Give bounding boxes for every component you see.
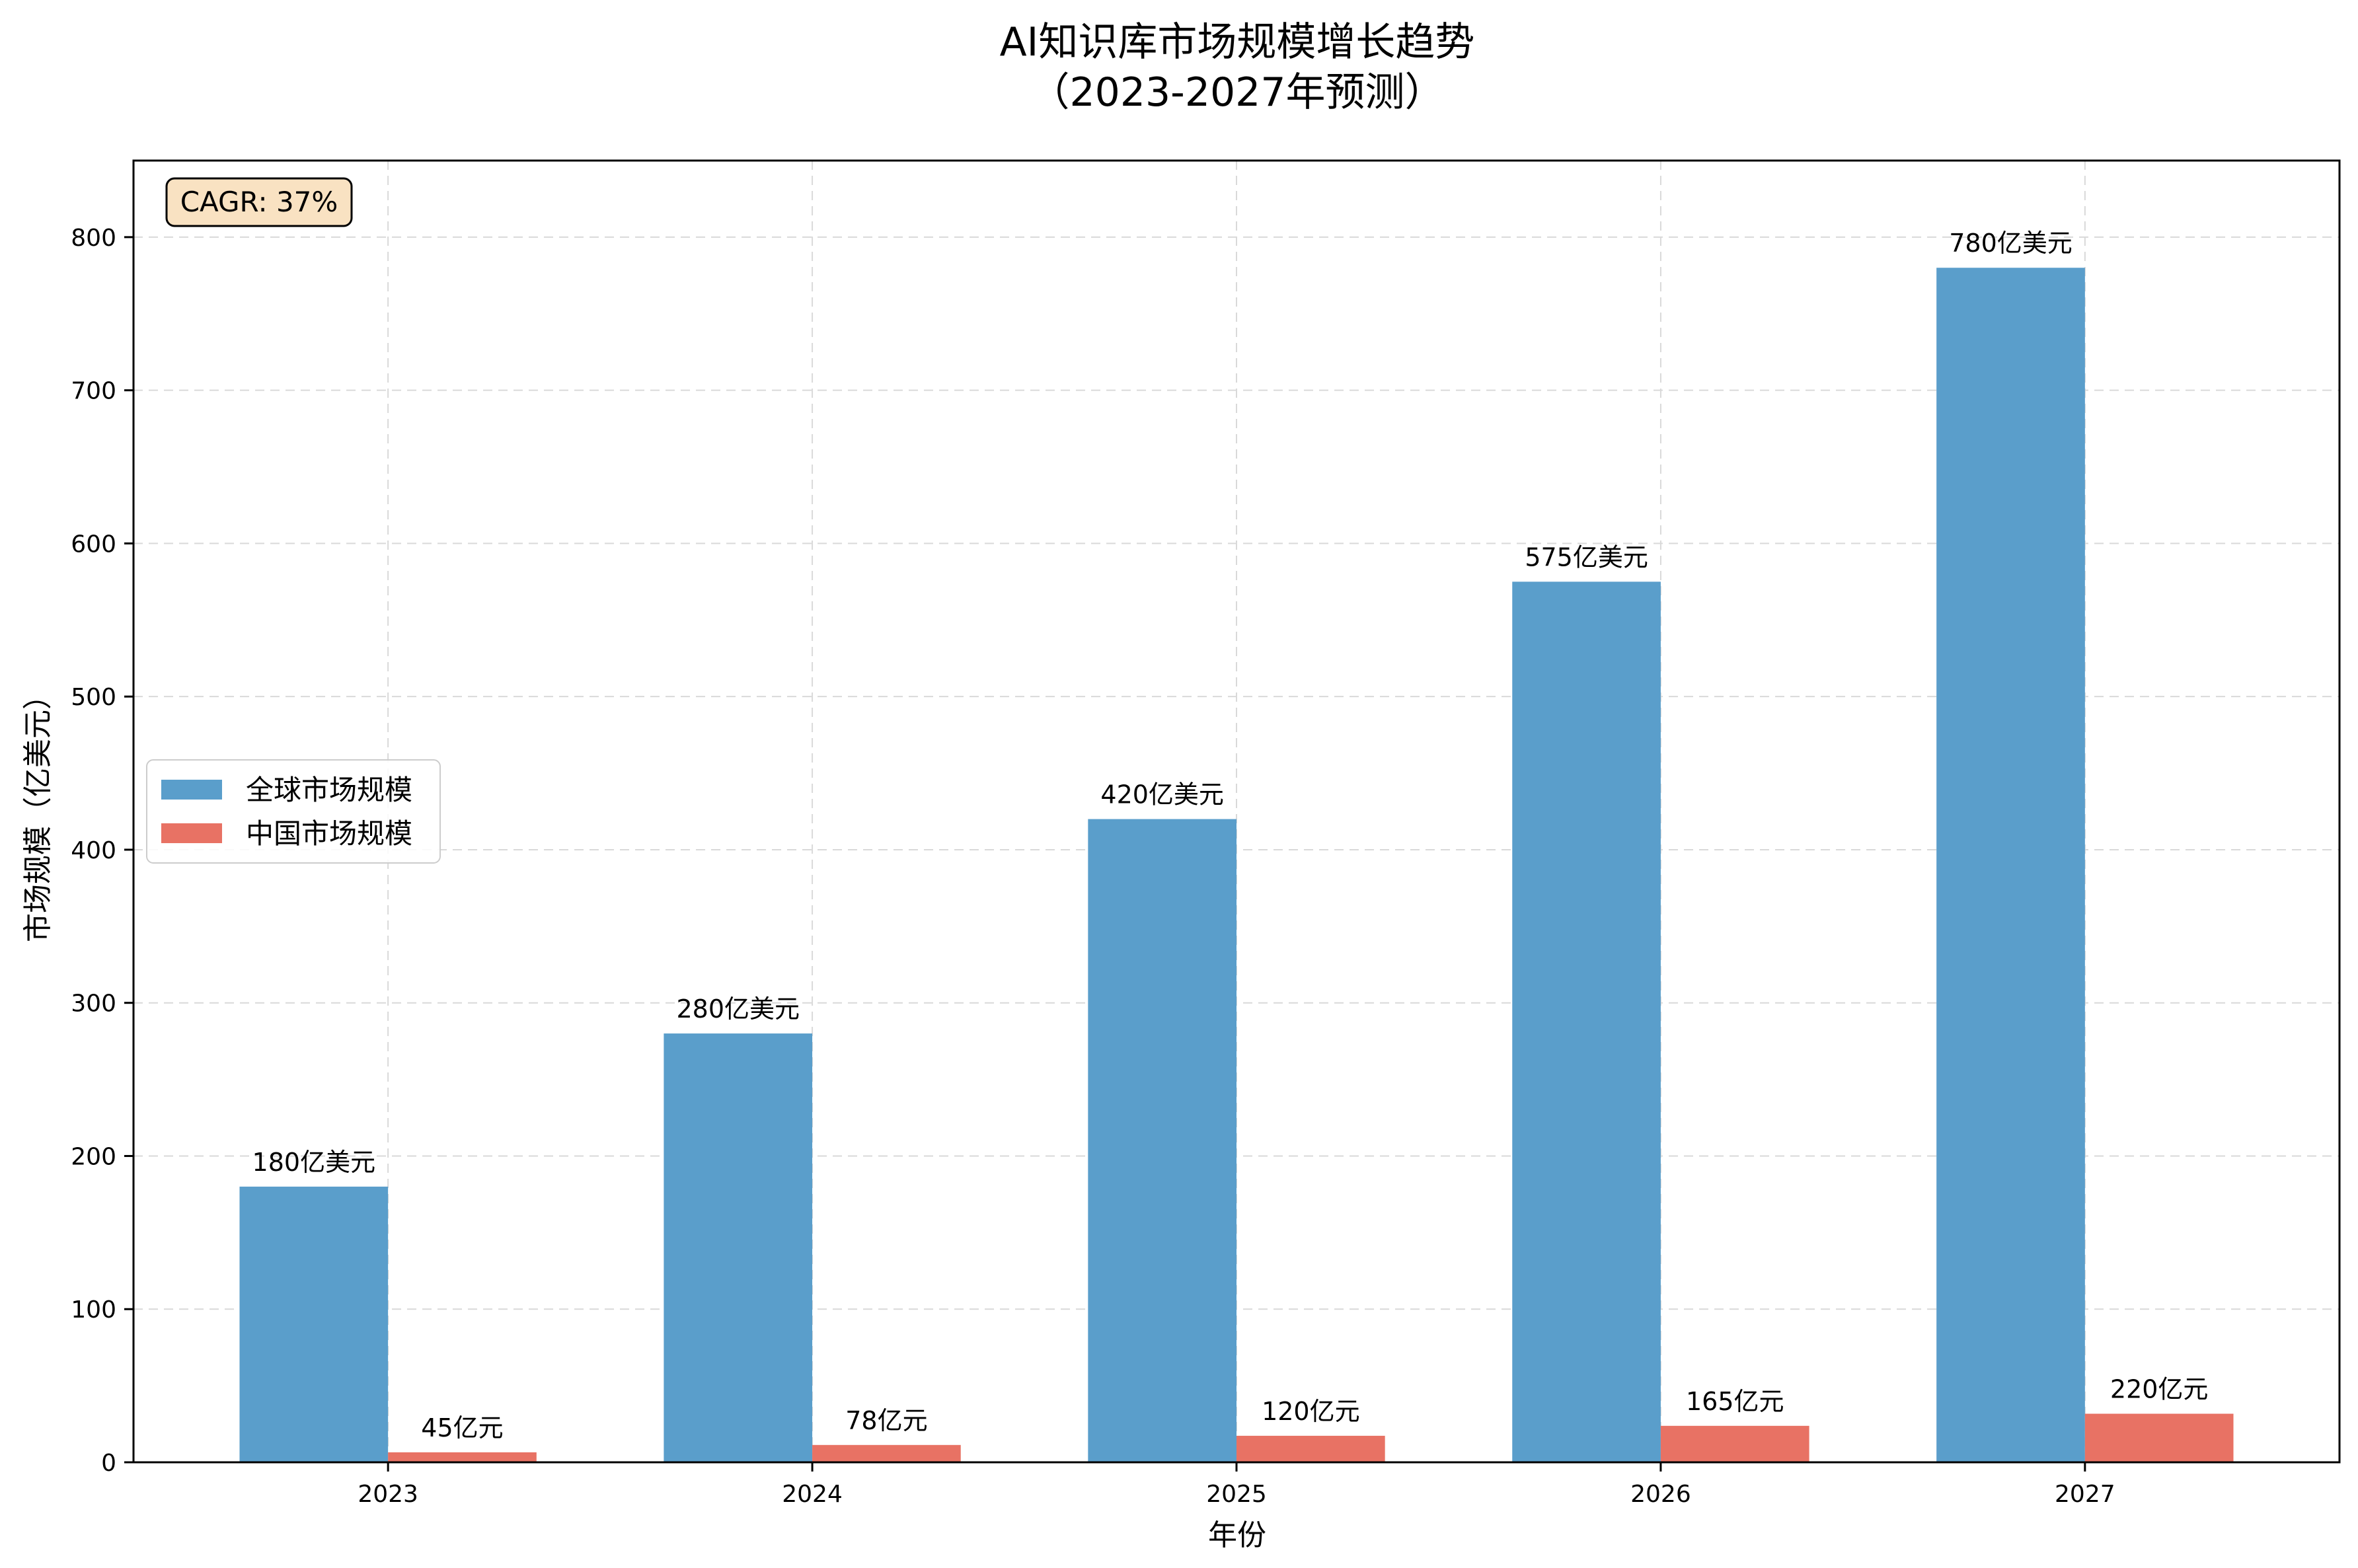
bar-label-global: 575亿美元 (1525, 542, 1648, 572)
bar-global (1512, 581, 1661, 1462)
bar-global (239, 1186, 389, 1462)
x-tick-label: 2023 (358, 1481, 418, 1508)
x-tick-label: 2025 (1206, 1481, 1267, 1508)
y-tick-label: 500 (71, 684, 116, 711)
y-tick-label: 700 (71, 378, 116, 405)
bar-china (1236, 1435, 1385, 1462)
legend-swatch-global (161, 780, 222, 800)
x-tick-label: 2024 (782, 1481, 843, 1508)
bar-china (1660, 1425, 1809, 1462)
bar-global (1088, 819, 1236, 1462)
bar-china (388, 1452, 537, 1462)
bar-china (2084, 1413, 2234, 1462)
bar-global (1936, 268, 2085, 1462)
bar-label-china: 120亿元 (1262, 1397, 1360, 1426)
cagr-box (165, 177, 353, 227)
bar-label-global: 180亿美元 (252, 1148, 376, 1177)
bars-layer (239, 268, 2234, 1462)
bar-global (664, 1033, 813, 1462)
x-axis-ticks: 2023 2024 2025 2026 2027 (358, 1462, 2115, 1508)
bar-label-global: 280亿美元 (676, 994, 800, 1024)
bar-label-china: 165亿元 (1686, 1387, 1784, 1416)
y-tick-label: 0 (101, 1450, 116, 1477)
bar-china (812, 1444, 961, 1462)
y-tick-label: 600 (71, 531, 116, 558)
y-axis-label: 市场规模（亿美元） (21, 681, 55, 942)
y-tick-label: 400 (71, 837, 116, 864)
chart-title-line1: AI知识库市场规模增长趋势 (1000, 19, 1475, 65)
legend: 全球市场规模 中国市场规模 (146, 759, 441, 864)
bar-label-china: 78亿元 (845, 1406, 927, 1435)
y-tick-label: 300 (71, 990, 116, 1018)
cagr-text: CAGR: 37% (180, 186, 338, 218)
bar-label-china: 220亿元 (2110, 1375, 2209, 1404)
bar-label-global: 420亿美元 (1100, 780, 1224, 809)
legend-label-global: 全球市场规模 (246, 774, 412, 806)
x-tick-label: 2026 (1630, 1481, 1691, 1508)
y-tick-label: 800 (71, 225, 116, 252)
legend-label-china: 中国市场规模 (246, 817, 412, 850)
bar-label-china: 45亿元 (421, 1413, 503, 1442)
y-axis-ticks: 0 100 200 300 400 500 600 700 800 (71, 225, 133, 1477)
cagr-annotation: CAGR: 37% (165, 177, 353, 227)
bar-labels-layer: 180亿美元 280亿美元 420亿美元 575亿美元 780亿美元 45亿元 78亿元 12… (252, 229, 2209, 1442)
y-tick-label: 100 (71, 1296, 116, 1324)
y-tick-label: 200 (71, 1143, 116, 1170)
chart-title-line2: （2023-2027年预测） (1030, 69, 1444, 116)
x-axis-label: 年份 (1208, 1518, 1266, 1552)
bar-label-global: 780亿美元 (1949, 229, 2073, 258)
legend-swatch-china (161, 823, 222, 843)
x-tick-label: 2027 (2055, 1481, 2115, 1508)
